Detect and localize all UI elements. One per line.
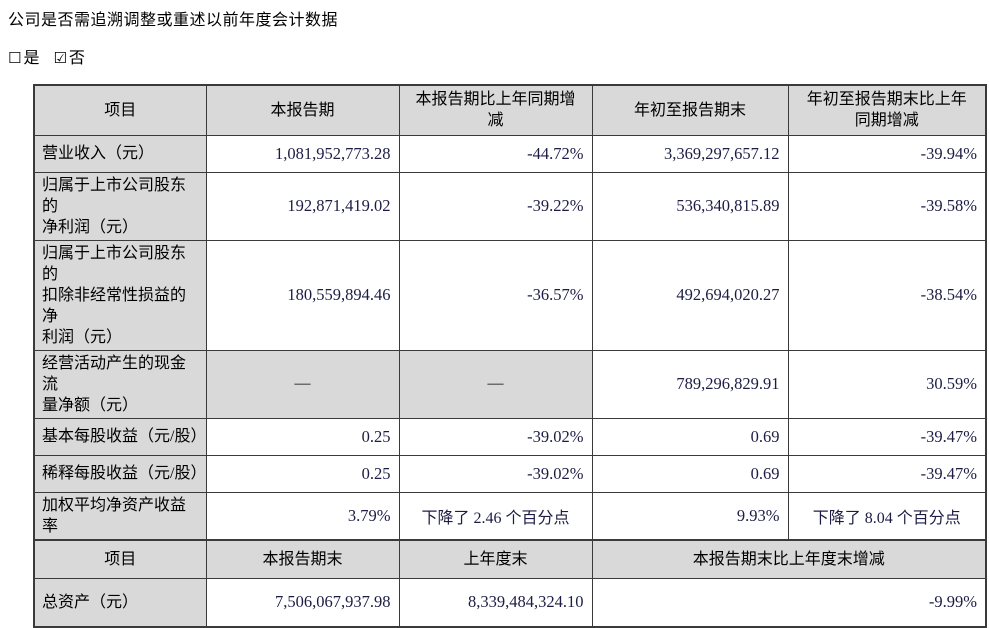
cell-value: 180,559,894.46 bbox=[205, 239, 400, 351]
cell-value: -36.57% bbox=[398, 239, 593, 351]
cell-value: 1,081,952,773.28 bbox=[205, 134, 400, 173]
cell-value: 下降了 8.04 个百分点 bbox=[787, 491, 987, 540]
table-row-operating-cash-flow: 经营活动产生的现金流 量净额（元） — — 789,296,829.91 30.… bbox=[33, 349, 987, 419]
cell-value: 8,339,484,324.10 bbox=[398, 578, 593, 627]
column-header-end-of-last-year: 上年度末 bbox=[398, 538, 593, 579]
cell-value: 0.69 bbox=[591, 454, 789, 493]
cell-value: 3.79% bbox=[205, 491, 400, 540]
cell-value: -39.58% bbox=[787, 171, 987, 241]
row-label: 归属于上市公司股东的 扣除非经常性损益的净 利润（元） bbox=[33, 239, 207, 351]
table-row-diluted-eps: 稀释每股收益（元/股） 0.25 -39.02% 0.69 -39.47% bbox=[33, 454, 987, 493]
cell-value: 30.59% bbox=[787, 349, 987, 419]
column-header-end-of-period: 本报告期末 bbox=[205, 538, 400, 579]
cell-value: 0.25 bbox=[205, 417, 400, 456]
checkbox-option-yes: ☐ 是 bbox=[8, 49, 40, 67]
checkbox-unchecked-icon: ☐ bbox=[8, 49, 22, 67]
column-header-ytd: 年初至报告期末 bbox=[591, 84, 789, 136]
cell-value: 3,369,297,657.12 bbox=[591, 134, 789, 173]
row-label: 稀释每股收益（元/股） bbox=[33, 454, 207, 493]
column-header-item-2: 项目 bbox=[33, 538, 207, 579]
table-row-basic-eps: 基本每股收益（元/股） 0.25 -39.02% 0.69 -39.47% bbox=[33, 417, 987, 456]
table-row-total-assets: 总资产（元） 7,506,067,937.98 8,339,484,324.10… bbox=[33, 578, 987, 627]
row-label: 营业收入（元） bbox=[33, 134, 207, 173]
cell-value: 7,506,067,937.98 bbox=[205, 578, 400, 627]
checkbox-yes-label: 是 bbox=[23, 50, 40, 67]
table-row-weighted-avg-roe: 加权平均净资产收益率 3.79% 下降了 2.46 个百分点 9.93% 下降了… bbox=[33, 491, 987, 540]
cell-value: -39.47% bbox=[787, 454, 987, 493]
cell-value: 536,340,815.89 bbox=[591, 171, 789, 241]
financial-data-table: 项目 本报告期 本报告期比上年同期增 减 年初至报告期末 年初至报告期末比上年 … bbox=[33, 84, 987, 628]
cell-value: -39.94% bbox=[787, 134, 987, 173]
column-header-period-end-change: 本报告期末比上年度末增减 bbox=[591, 538, 987, 579]
row-label: 基本每股收益（元/股） bbox=[33, 417, 207, 456]
document-question: 公司是否需追溯调整或重述以前年度会计数据 bbox=[8, 12, 339, 29]
table-header-row-period: 项目 本报告期 本报告期比上年同期增 减 年初至报告期末 年初至报告期末比上年 … bbox=[33, 84, 987, 136]
cell-value: -39.47% bbox=[787, 417, 987, 456]
column-header-item: 项目 bbox=[33, 84, 207, 136]
column-header-period-yoy-change: 本报告期比上年同期增 减 bbox=[398, 84, 593, 136]
cell-value: — bbox=[205, 349, 400, 419]
column-header-current-period: 本报告期 bbox=[205, 84, 400, 136]
checkbox-option-no: ☑ 否 bbox=[53, 49, 85, 67]
row-label: 归属于上市公司股东的 净利润（元） bbox=[33, 171, 207, 241]
checkbox-no-label: 否 bbox=[68, 50, 85, 67]
cell-value: 492,694,020.27 bbox=[591, 239, 789, 351]
row-label: 经营活动产生的现金流 量净额（元） bbox=[33, 349, 207, 419]
cell-value: 9.93% bbox=[591, 491, 789, 540]
cell-value: -39.22% bbox=[398, 171, 593, 241]
cell-value: -39.02% bbox=[398, 417, 593, 456]
table-row-operating-revenue: 营业收入（元） 1,081,952,773.28 -44.72% 3,369,2… bbox=[33, 134, 987, 173]
cell-value: 192,871,419.02 bbox=[205, 171, 400, 241]
cell-value: 0.69 bbox=[591, 417, 789, 456]
cell-value: -44.72% bbox=[398, 134, 593, 173]
cell-value: 0.25 bbox=[205, 454, 400, 493]
column-header-ytd-yoy-change: 年初至报告期末比上年 同期增减 bbox=[787, 84, 987, 136]
cell-value: -9.99% bbox=[591, 578, 987, 627]
checkbox-row: ☐ 是 ☑ 否 bbox=[8, 47, 989, 70]
row-label: 加权平均净资产收益率 bbox=[33, 491, 207, 540]
cell-value: 789,296,829.91 bbox=[591, 349, 789, 419]
checkbox-checked-icon: ☑ bbox=[53, 49, 67, 67]
table-header-row-period-end: 项目 本报告期末 上年度末 本报告期末比上年度末增减 bbox=[33, 538, 987, 579]
cell-value: — bbox=[398, 349, 593, 419]
cell-value: 下降了 2.46 个百分点 bbox=[398, 491, 593, 540]
table-row-net-profit-excl-nonrecurring: 归属于上市公司股东的 扣除非经常性损益的净 利润（元） 180,559,894.… bbox=[33, 239, 987, 351]
row-label: 总资产（元） bbox=[33, 578, 207, 627]
table-row-net-profit: 归属于上市公司股东的 净利润（元） 192,871,419.02 -39.22%… bbox=[33, 171, 987, 241]
cell-value: -39.02% bbox=[398, 454, 593, 493]
cell-value: -38.54% bbox=[787, 239, 987, 351]
